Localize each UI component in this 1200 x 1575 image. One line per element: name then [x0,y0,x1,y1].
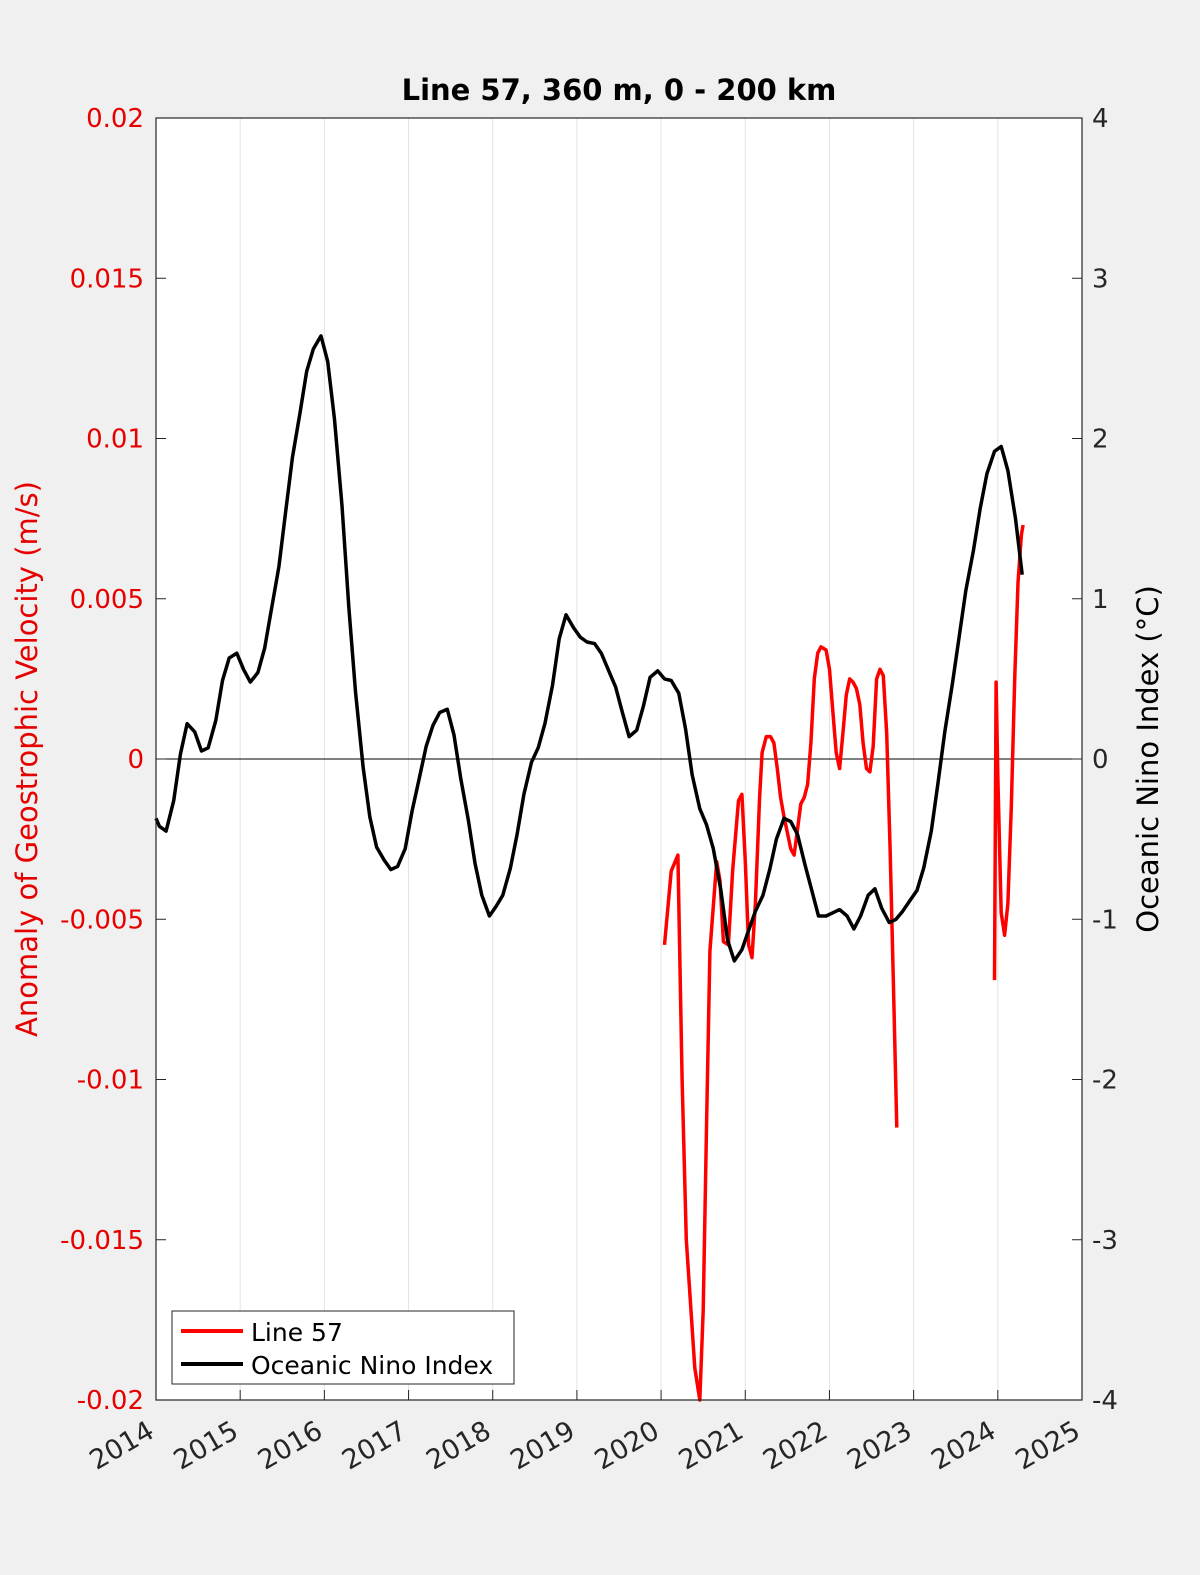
y-left-tick-label: -0.015 [60,1226,144,1256]
y-right-tick-label: 2 [1092,425,1109,455]
y-left-tick-label: -0.005 [60,905,144,935]
y-left-tick-label: 0.01 [86,425,144,455]
y-left-tick-label: 0 [127,745,144,775]
legend-label-oni: Oceanic Nino Index [251,1351,493,1380]
legend-label-line-57: Line 57 [251,1318,343,1347]
y-axis-left-label: Anomaly of Geostrophic Velocity (m/s) [10,481,44,1037]
y-right-tick-label: -3 [1092,1226,1118,1256]
y-left-tick-label: -0.02 [77,1386,144,1416]
y-left-tick-label: 0.015 [70,264,144,294]
y-axis-right-label: Oceanic Nino Index (°C) [1131,585,1165,933]
y-right-tick-label: -2 [1092,1066,1118,1096]
legend-box [171,1310,515,1385]
series-line-line-57 [992,524,1025,981]
y-right-tick-label: 1 [1092,585,1109,615]
y-right-tick-label: -4 [1092,1386,1118,1416]
chart-title: Line 57, 360 m, 0 - 200 km [402,73,837,107]
y-right-tick-label: -1 [1092,905,1118,935]
series-line-oceanic-nino-index [154,334,1024,963]
y-right-tick-label: 4 [1092,104,1109,134]
y-right-tick-label: 0 [1092,745,1109,775]
y-left-tick-label: -0.01 [77,1066,144,1096]
legend: Line 57 Oceanic Nino Index [171,1310,515,1385]
y-left-tick-label: 0.005 [70,585,144,615]
y-left-tick-label: 0.02 [86,104,144,134]
series-layer [154,334,1025,1402]
y-right-tick-label: 3 [1092,264,1109,294]
